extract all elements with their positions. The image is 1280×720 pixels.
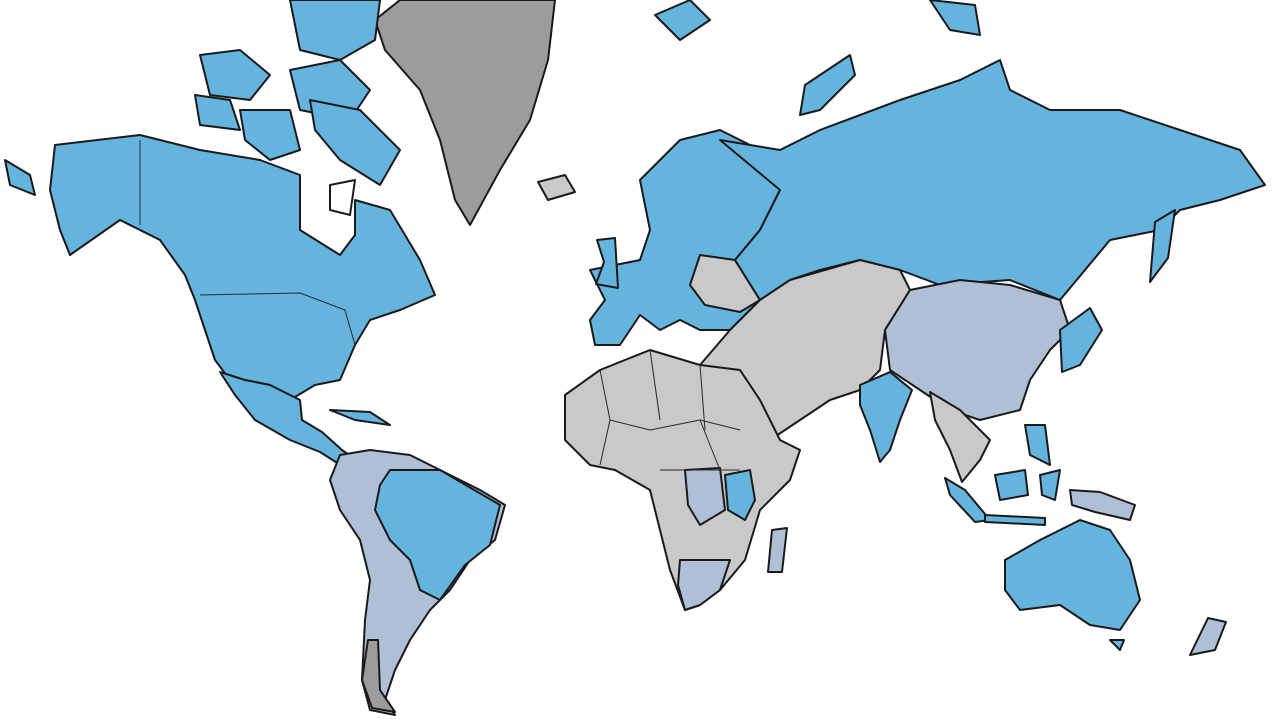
region-borneo[interactable] (994, 469, 1029, 501)
region-arctic-island[interactable] (309, 99, 401, 186)
region-east-africa[interactable] (724, 469, 756, 521)
region-new-guinea[interactable] (1069, 489, 1136, 521)
arctic-islands (4, 0, 981, 196)
region-india[interactable] (859, 371, 913, 463)
region-china[interactable] (884, 279, 1071, 421)
region-arctic-island[interactable] (929, 0, 981, 36)
region-australia[interactable] (1004, 519, 1141, 631)
region-java[interactable] (984, 514, 1046, 526)
border-africa-countries (599, 349, 741, 471)
region-arctic-island[interactable] (289, 0, 381, 61)
region-tasmania[interactable] (1109, 639, 1125, 651)
region-southern-africa[interactable] (677, 559, 731, 611)
border-canada-usa (199, 292, 356, 346)
region-cuba[interactable] (329, 409, 391, 426)
region-uk[interactable] (595, 237, 619, 289)
region-southeast-asia[interactable] (929, 391, 991, 483)
region-arctic-island[interactable] (4, 159, 36, 196)
region-arctic-island[interactable] (654, 0, 711, 41)
region-arctic-island[interactable] (194, 94, 241, 131)
region-iceland[interactable] (537, 174, 576, 201)
region-sulawesi[interactable] (1039, 469, 1061, 501)
region-sumatra[interactable] (944, 477, 991, 523)
region-chile[interactable] (361, 639, 396, 713)
region-arctic-island[interactable] (199, 49, 271, 101)
region-kamchatka[interactable] (1149, 209, 1176, 283)
region-greenland[interactable] (374, 0, 556, 226)
region-brazil[interactable] (374, 469, 501, 601)
region-philippines[interactable] (1024, 424, 1051, 466)
region-new-zealand[interactable] (1189, 617, 1227, 656)
region-africa[interactable] (564, 349, 801, 611)
region-central-africa[interactable] (684, 467, 726, 526)
region-japan[interactable] (1059, 307, 1103, 373)
region-north-america[interactable] (49, 134, 436, 401)
region-arctic-island[interactable] (239, 109, 301, 161)
region-hudson-bay-island[interactable] (329, 179, 356, 216)
region-arctic-island[interactable] (799, 54, 856, 116)
region-madagascar[interactable] (767, 527, 788, 573)
